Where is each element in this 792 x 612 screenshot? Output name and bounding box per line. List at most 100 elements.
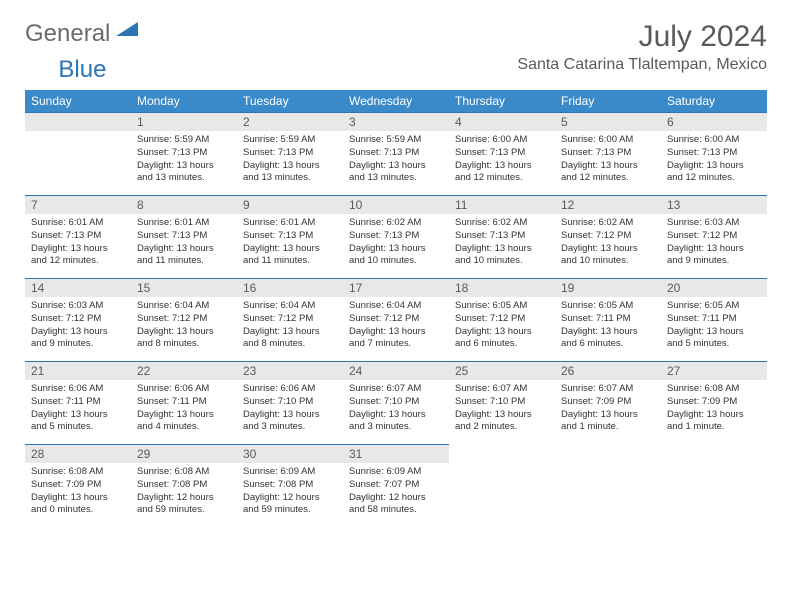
logo-triangle-icon	[116, 20, 138, 41]
day-number: 18	[449, 279, 555, 297]
weekday-header: Monday	[131, 90, 237, 113]
calendar-day-cell: 6Sunrise: 6:00 AMSunset: 7:13 PMDaylight…	[661, 113, 767, 196]
day-number: 21	[25, 362, 131, 380]
day-details: Sunrise: 5:59 AMSunset: 7:13 PMDaylight:…	[131, 131, 237, 189]
day-details: Sunrise: 6:06 AMSunset: 7:11 PMDaylight:…	[131, 380, 237, 438]
logo-text-general: General	[25, 20, 110, 48]
calendar-week-row: 21Sunrise: 6:06 AMSunset: 7:11 PMDayligh…	[25, 362, 767, 445]
calendar-day-cell: 28Sunrise: 6:08 AMSunset: 7:09 PMDayligh…	[25, 445, 131, 528]
day-details: Sunrise: 6:08 AMSunset: 7:09 PMDaylight:…	[661, 380, 767, 438]
day-details: Sunrise: 6:05 AMSunset: 7:11 PMDaylight:…	[555, 297, 661, 355]
calendar-day-cell: 10Sunrise: 6:02 AMSunset: 7:13 PMDayligh…	[343, 196, 449, 279]
day-details: Sunrise: 6:05 AMSunset: 7:11 PMDaylight:…	[661, 297, 767, 355]
calendar-day-cell: 14Sunrise: 6:03 AMSunset: 7:12 PMDayligh…	[25, 279, 131, 362]
day-number: 19	[555, 279, 661, 297]
day-details: Sunrise: 6:02 AMSunset: 7:12 PMDaylight:…	[555, 214, 661, 272]
day-number: 26	[555, 362, 661, 380]
day-details: Sunrise: 6:04 AMSunset: 7:12 PMDaylight:…	[343, 297, 449, 355]
day-number: 20	[661, 279, 767, 297]
calendar-header-row: SundayMondayTuesdayWednesdayThursdayFrid…	[25, 90, 767, 113]
day-number: 11	[449, 196, 555, 214]
calendar-day-cell: 15Sunrise: 6:04 AMSunset: 7:12 PMDayligh…	[131, 279, 237, 362]
day-number: 12	[555, 196, 661, 214]
calendar-week-row: 14Sunrise: 6:03 AMSunset: 7:12 PMDayligh…	[25, 279, 767, 362]
calendar-day-cell: 12Sunrise: 6:02 AMSunset: 7:12 PMDayligh…	[555, 196, 661, 279]
day-details: Sunrise: 6:05 AMSunset: 7:12 PMDaylight:…	[449, 297, 555, 355]
calendar-day-cell: 16Sunrise: 6:04 AMSunset: 7:12 PMDayligh…	[237, 279, 343, 362]
day-number: 1	[131, 113, 237, 131]
calendar-day-cell: 21Sunrise: 6:06 AMSunset: 7:11 PMDayligh…	[25, 362, 131, 445]
calendar-day-cell: 17Sunrise: 6:04 AMSunset: 7:12 PMDayligh…	[343, 279, 449, 362]
day-details: Sunrise: 6:04 AMSunset: 7:12 PMDaylight:…	[237, 297, 343, 355]
day-details: Sunrise: 6:02 AMSunset: 7:13 PMDaylight:…	[343, 214, 449, 272]
day-number: 27	[661, 362, 767, 380]
calendar-day-cell: 26Sunrise: 6:07 AMSunset: 7:09 PMDayligh…	[555, 362, 661, 445]
day-number: 9	[237, 196, 343, 214]
title-block: July 2024 Santa Catarina Tlaltempan, Mex…	[517, 20, 767, 74]
day-number: 28	[25, 445, 131, 463]
day-details: Sunrise: 6:07 AMSunset: 7:10 PMDaylight:…	[449, 380, 555, 438]
day-number: 5	[555, 113, 661, 131]
calendar-day-cell	[661, 445, 767, 528]
day-details: Sunrise: 6:07 AMSunset: 7:09 PMDaylight:…	[555, 380, 661, 438]
day-number: 14	[25, 279, 131, 297]
day-number: 3	[343, 113, 449, 131]
calendar-day-cell: 9Sunrise: 6:01 AMSunset: 7:13 PMDaylight…	[237, 196, 343, 279]
calendar-day-cell: 18Sunrise: 6:05 AMSunset: 7:12 PMDayligh…	[449, 279, 555, 362]
day-details: Sunrise: 6:07 AMSunset: 7:10 PMDaylight:…	[343, 380, 449, 438]
weekday-header: Wednesday	[343, 90, 449, 113]
month-title: July 2024	[517, 20, 767, 54]
day-details: Sunrise: 6:06 AMSunset: 7:11 PMDaylight:…	[25, 380, 131, 438]
calendar-day-cell: 3Sunrise: 5:59 AMSunset: 7:13 PMDaylight…	[343, 113, 449, 196]
weekday-header: Friday	[555, 90, 661, 113]
calendar-day-cell	[555, 445, 661, 528]
day-details: Sunrise: 6:00 AMSunset: 7:13 PMDaylight:…	[661, 131, 767, 189]
calendar-day-cell: 5Sunrise: 6:00 AMSunset: 7:13 PMDaylight…	[555, 113, 661, 196]
day-number: 30	[237, 445, 343, 463]
day-number: 23	[237, 362, 343, 380]
day-details: Sunrise: 6:00 AMSunset: 7:13 PMDaylight:…	[555, 131, 661, 189]
calendar-day-cell: 11Sunrise: 6:02 AMSunset: 7:13 PMDayligh…	[449, 196, 555, 279]
calendar-day-cell: 13Sunrise: 6:03 AMSunset: 7:12 PMDayligh…	[661, 196, 767, 279]
logo: General	[25, 20, 140, 48]
calendar-day-cell: 4Sunrise: 6:00 AMSunset: 7:13 PMDaylight…	[449, 113, 555, 196]
calendar-day-cell: 2Sunrise: 5:59 AMSunset: 7:13 PMDaylight…	[237, 113, 343, 196]
calendar-day-cell: 24Sunrise: 6:07 AMSunset: 7:10 PMDayligh…	[343, 362, 449, 445]
day-number: 16	[237, 279, 343, 297]
day-number: 7	[25, 196, 131, 214]
day-details: Sunrise: 6:01 AMSunset: 7:13 PMDaylight:…	[131, 214, 237, 272]
day-details: Sunrise: 6:03 AMSunset: 7:12 PMDaylight:…	[25, 297, 131, 355]
day-details: Sunrise: 6:00 AMSunset: 7:13 PMDaylight:…	[449, 131, 555, 189]
weekday-header: Sunday	[25, 90, 131, 113]
calendar-day-cell: 19Sunrise: 6:05 AMSunset: 7:11 PMDayligh…	[555, 279, 661, 362]
day-details: Sunrise: 5:59 AMSunset: 7:13 PMDaylight:…	[237, 131, 343, 189]
calendar-week-row: 7Sunrise: 6:01 AMSunset: 7:13 PMDaylight…	[25, 196, 767, 279]
empty-day-number	[25, 113, 131, 131]
calendar-day-cell: 30Sunrise: 6:09 AMSunset: 7:08 PMDayligh…	[237, 445, 343, 528]
calendar-table: SundayMondayTuesdayWednesdayThursdayFrid…	[25, 90, 767, 527]
day-number: 24	[343, 362, 449, 380]
calendar-day-cell: 31Sunrise: 6:09 AMSunset: 7:07 PMDayligh…	[343, 445, 449, 528]
day-number: 29	[131, 445, 237, 463]
day-details: Sunrise: 6:02 AMSunset: 7:13 PMDaylight:…	[449, 214, 555, 272]
calendar-day-cell	[25, 113, 131, 196]
calendar-day-cell: 29Sunrise: 6:08 AMSunset: 7:08 PMDayligh…	[131, 445, 237, 528]
calendar-day-cell: 27Sunrise: 6:08 AMSunset: 7:09 PMDayligh…	[661, 362, 767, 445]
calendar-day-cell: 7Sunrise: 6:01 AMSunset: 7:13 PMDaylight…	[25, 196, 131, 279]
calendar-day-cell: 20Sunrise: 6:05 AMSunset: 7:11 PMDayligh…	[661, 279, 767, 362]
calendar-week-row: 28Sunrise: 6:08 AMSunset: 7:09 PMDayligh…	[25, 445, 767, 528]
day-details: Sunrise: 5:59 AMSunset: 7:13 PMDaylight:…	[343, 131, 449, 189]
calendar-day-cell	[449, 445, 555, 528]
weekday-header: Tuesday	[237, 90, 343, 113]
location: Santa Catarina Tlaltempan, Mexico	[517, 56, 767, 74]
day-details: Sunrise: 6:01 AMSunset: 7:13 PMDaylight:…	[25, 214, 131, 272]
calendar-day-cell: 8Sunrise: 6:01 AMSunset: 7:13 PMDaylight…	[131, 196, 237, 279]
calendar-day-cell: 22Sunrise: 6:06 AMSunset: 7:11 PMDayligh…	[131, 362, 237, 445]
weekday-header: Saturday	[661, 90, 767, 113]
logo-text-blue: Blue	[58, 56, 106, 84]
calendar-day-cell: 1Sunrise: 5:59 AMSunset: 7:13 PMDaylight…	[131, 113, 237, 196]
day-details: Sunrise: 6:03 AMSunset: 7:12 PMDaylight:…	[661, 214, 767, 272]
day-details: Sunrise: 6:08 AMSunset: 7:08 PMDaylight:…	[131, 463, 237, 521]
day-number: 13	[661, 196, 767, 214]
day-number: 31	[343, 445, 449, 463]
